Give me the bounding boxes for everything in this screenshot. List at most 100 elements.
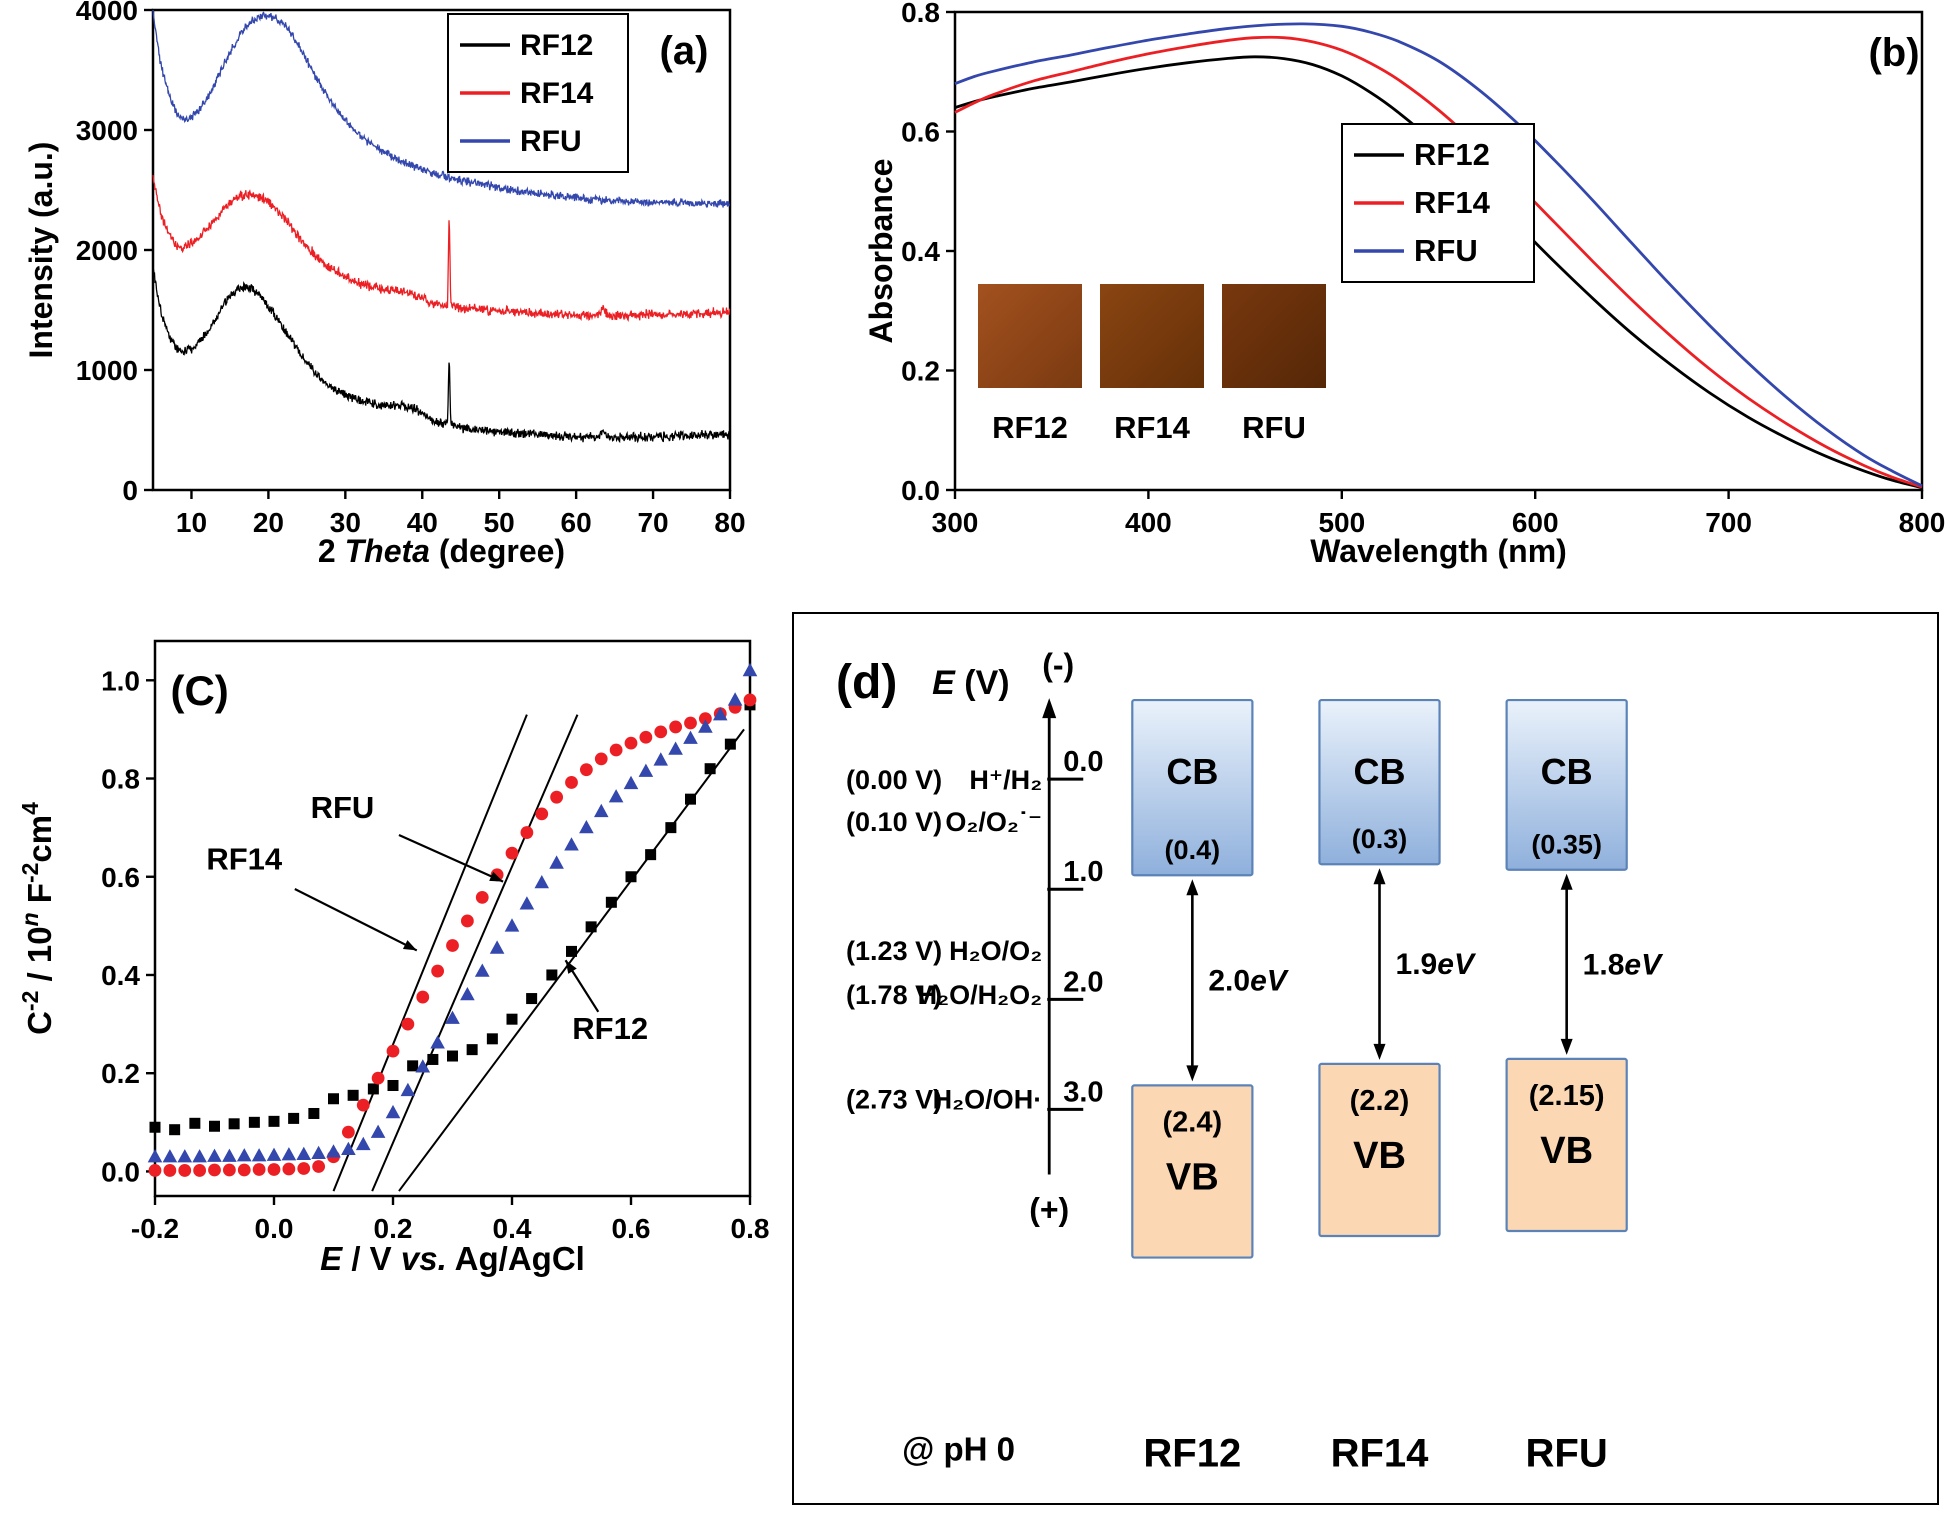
powder-photo-RF12 [978, 284, 1082, 388]
x-tick: 0.8 [731, 1213, 770, 1244]
chart-absorbance: 300 400 500 600 700 800 0.0 0.2 0.4 0.6 0.8 Wavelen… [863, 0, 1945, 569]
redox-potential: (0.00 V) [846, 765, 942, 795]
material-label: RFU [1526, 1432, 1608, 1476]
y-tick: 0.2 [901, 356, 940, 387]
chart-xrd: 10 20 30 40 50 60 70 80 0 1000 2000 3000 4000 2 Theta… [23, 0, 746, 569]
legend-label: RFU [1414, 233, 1478, 268]
panel-a-xrd: 10 20 30 40 50 60 70 80 0 1000 2000 3000 4000 2 Theta… [8, 0, 758, 600]
panel-c-mott-schottky: -0.2 0.0 0.2 0.4 0.6 0.8 0.0 0.2 0.4 0.6 0.8 1.0 E /… [5, 606, 785, 1316]
redox-couple: O₂/O₂˙⁻ [945, 807, 1042, 837]
axis-arrowhead [1042, 698, 1057, 719]
cb-box [1131, 698, 1254, 877]
vb-value: (2.2) [1350, 1085, 1410, 1117]
panel-c-canvas: -0.2 0.0 0.2 0.4 0.6 0.8 0.0 0.2 0.4 0.6 0.8 1.0 E /… [5, 606, 785, 1316]
chart-mott-schottky: -0.2 0.0 0.2 0.4 0.6 0.8 0.0 0.2 0.4 0.6 0.8 1.0 E /… [17, 639, 770, 1277]
x-tick: 70 [637, 507, 668, 538]
cb-label: CB [1541, 751, 1593, 792]
tick-label: 2.0 [1063, 966, 1103, 998]
vb-value: (2.4) [1163, 1106, 1223, 1138]
x-tick: -0.2 [131, 1213, 179, 1244]
gap-label: 1.9eV [1396, 948, 1477, 981]
legend: RF12 RF14 RFU [447, 13, 629, 173]
redox-potential: (0.10 V) [846, 807, 942, 837]
ph-label: @ pH 0 [902, 1431, 1015, 1468]
vb-label: VB [1166, 1156, 1219, 1198]
x-tick: 40 [407, 507, 438, 538]
x-axis-label: E / V vs. Ag/AgCl [320, 1240, 585, 1277]
panel-label-b: (b) [1868, 31, 1919, 75]
vb-label: VB [1353, 1135, 1406, 1177]
x-tick: 80 [714, 507, 745, 538]
annotation-RF14: RF14 [206, 841, 418, 952]
axes: 300 400 500 600 700 800 0.0 0.2 0.4 0.6 0.8 [901, 0, 1945, 538]
cb-value: (0.3) [1352, 824, 1408, 854]
x-axis-label: 2 Theta (degree) [318, 533, 565, 569]
panel-b-canvas: 300 400 500 600 700 800 0.0 0.2 0.4 0.6 0.8 Wavelen… [860, 0, 1958, 600]
vb-label: VB [1540, 1130, 1593, 1172]
redox-couple: H₂O/OH· [933, 1084, 1043, 1114]
x-tick: 600 [1512, 507, 1559, 538]
x-tick: 10 [176, 507, 207, 538]
y-axis-label: Intensity (a.u.) [23, 142, 59, 359]
scatter-RFU [147, 662, 758, 1163]
x-tick: 50 [484, 507, 515, 538]
xrd-curve-RF14 [152, 175, 731, 323]
x-axis-label: Wavelength (nm) [1310, 533, 1567, 569]
legend-label: RF14 [520, 77, 594, 110]
cb-label: CB [1353, 751, 1405, 792]
y-tick: 0.4 [901, 236, 940, 267]
cb-value: (0.35) [1531, 830, 1602, 860]
y-tick: 0.2 [101, 1058, 140, 1089]
potential-axis-label: E (V) [932, 664, 1010, 702]
redox-potential: (2.73 V) [846, 1084, 942, 1114]
x-tick: 300 [932, 507, 979, 538]
legend-label: RF12 [1414, 137, 1490, 172]
axes: 10 20 30 40 50 60 70 80 0 1000 2000 3000 4000 [76, 0, 746, 538]
redox-potential: (1.78 V) [846, 980, 942, 1010]
redox-potential: (1.23 V) [846, 936, 942, 966]
redox-couple: H⁺/H₂ [969, 765, 1042, 795]
y-tick: 0.4 [101, 960, 140, 991]
panel-d-canvas: (d) E (V) (-) (+) 0.0 1.0 2.0 3.0 (0.00 V) H⁺/H₂ (… [794, 614, 1937, 1503]
x-tick: 30 [330, 507, 361, 538]
annotation-RF12: RF12 [564, 959, 648, 1046]
panel-label-c: (C) [170, 667, 228, 714]
legend-label: RF12 [520, 29, 593, 62]
y-tick: 0 [122, 475, 138, 506]
minus-sign: (-) [1042, 647, 1074, 683]
y-axis-label: Absorbance [863, 159, 899, 344]
x-tick: 0.6 [612, 1213, 651, 1244]
fit-line-0 [332, 714, 528, 1192]
tick-label: 0.0 [1063, 746, 1103, 778]
annotation-RFU: RFU [311, 790, 504, 883]
y-tick: 0.0 [101, 1156, 140, 1187]
plus-sign: (+) [1029, 1192, 1069, 1228]
redox-couple: H₂O/O₂ [949, 936, 1042, 966]
redox-couple: H₂O/H₂O₂ [918, 980, 1043, 1010]
x-tick: 700 [1705, 507, 1752, 538]
x-tick: 400 [1125, 507, 1172, 538]
band-column-RF12: CB (0.4) (2.4) VB 2.0eV RF12 [1131, 698, 1290, 1476]
cb-value: (0.4) [1165, 835, 1221, 865]
fit-line-2 [398, 728, 745, 1192]
panel-label-a: (a) [660, 29, 709, 73]
xrd-curve-RF12 [152, 268, 731, 444]
swatch-label: RF14 [1114, 410, 1191, 445]
abs-curve-RF12 [954, 55, 1923, 489]
powder-photo-RF14 [1100, 284, 1204, 388]
vb-box [1318, 1062, 1441, 1238]
vb-box [1131, 1084, 1254, 1259]
y-tick: 0.6 [901, 117, 940, 148]
fit-line-1 [371, 714, 579, 1192]
gap-label: 1.8eV [1583, 948, 1664, 981]
x-tick: 500 [1318, 507, 1365, 538]
x-tick: 0.4 [493, 1213, 532, 1244]
y-tick: 1.0 [101, 665, 140, 696]
panel-d-band-diagram: (d) E (V) (-) (+) 0.0 1.0 2.0 3.0 (0.00 V) H⁺/H₂ (… [792, 612, 1939, 1505]
legend-label: RFU [520, 125, 582, 158]
cb-label: CB [1166, 751, 1218, 792]
cb-box [1505, 698, 1628, 871]
y-tick: 4000 [76, 0, 138, 26]
y-tick: 0.8 [101, 764, 140, 795]
